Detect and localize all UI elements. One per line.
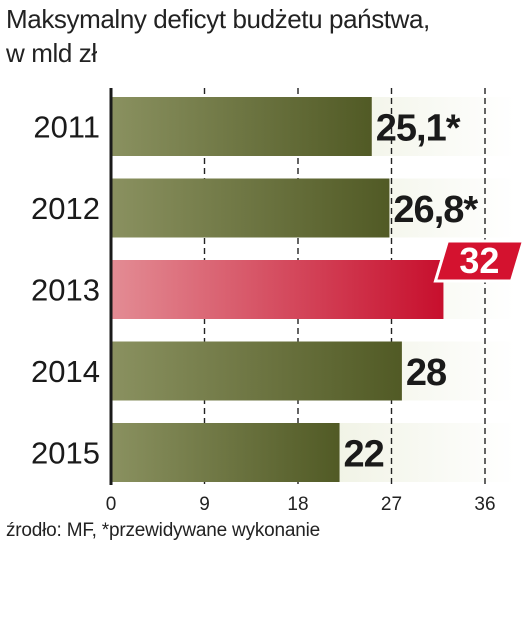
bar-chart: 2011 2012 2013 2014 2015 25,1* 26,8* 32 28 22 0 9… (31, 88, 526, 515)
bar-2015 (111, 423, 340, 482)
value-label-2012: 26,8* (393, 189, 478, 231)
grid-lines (203, 88, 486, 485)
category-labels: 2011 2012 2013 2014 2015 (31, 110, 100, 471)
value-label-2014: 28 (406, 352, 446, 394)
category-label-2013: 2013 (31, 273, 100, 308)
source-note: źrodło: MF, *przewidywane wykonanie (6, 520, 321, 541)
value-labels: 25,1* 26,8* 32 28 22 (344, 108, 526, 476)
chart-title: Maksymalny deficyt budżetu państwa, w ml… (6, 2, 528, 70)
x-tick-label-36: 36 (474, 494, 495, 515)
title-line-2: w mld zł (6, 38, 97, 68)
value-badge-2013 (433, 239, 526, 283)
x-tick-label-18: 18 (287, 494, 308, 515)
x-tick-label-27: 27 (381, 494, 402, 515)
value-label-2011: 25,1* (376, 108, 461, 150)
x-tick-label-0: 0 (106, 494, 117, 515)
bar-2012 (111, 178, 390, 238)
category-label-2011: 2011 (33, 110, 100, 145)
bar-2011 (111, 97, 372, 156)
bar-2014 (111, 341, 402, 401)
category-label-2015: 2015 (31, 436, 100, 471)
category-label-2014: 2014 (31, 354, 100, 389)
bar-2013 (111, 260, 444, 319)
category-label-2012: 2012 (31, 191, 100, 226)
value-label-2015: 22 (344, 434, 384, 476)
value-label-2013: 32 (459, 240, 499, 281)
bars (111, 97, 444, 482)
x-tick-label-9: 9 (199, 494, 210, 515)
title-line-1: Maksymalny deficyt budżetu państwa, (6, 4, 430, 34)
x-axis: 0 9 18 27 36 (106, 88, 496, 515)
